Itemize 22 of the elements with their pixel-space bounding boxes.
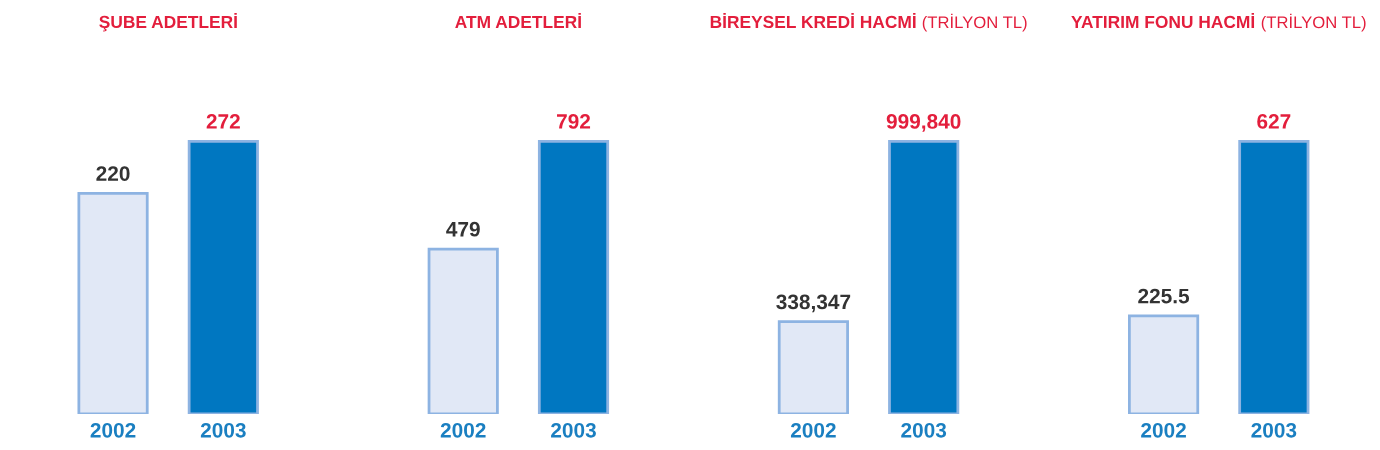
x-tick-label: 2002 — [90, 422, 136, 438]
chart-title: BİREYSEL KREDİ HACMİ — [710, 13, 916, 29]
x-tick-label: 2003 — [901, 422, 947, 438]
x-tick-label: 2002 — [1141, 422, 1186, 438]
x-tick-label: 2002 — [440, 422, 486, 438]
data-label: 338,347 — [776, 294, 851, 313]
data-label: 225.5 — [1138, 288, 1190, 304]
chart-title: ATM ADETLERİ — [455, 13, 581, 28]
data-label: 479 — [446, 221, 480, 237]
chart-subtitle: (TRİLYON TL) — [922, 13, 1027, 32]
data-label: 999,840 — [886, 114, 961, 132]
data-label: 792 — [557, 114, 591, 129]
data-label: 220 — [96, 166, 130, 181]
chart-title: ŞUBE ADETLERİ — [99, 13, 237, 32]
x-tick-label: 2003 — [551, 422, 596, 438]
x-tick-label: 2003 — [1251, 422, 1297, 438]
data-label: 627 — [1257, 114, 1291, 129]
chart-title: YATIRIM FONU HACMİ — [1071, 13, 1255, 29]
x-tick-label: 2002 — [790, 422, 836, 438]
x-tick-label: 2003 — [200, 422, 246, 438]
data-label: 272 — [206, 114, 240, 129]
chart-subtitle: (TRİLYON TL) — [1261, 13, 1366, 32]
